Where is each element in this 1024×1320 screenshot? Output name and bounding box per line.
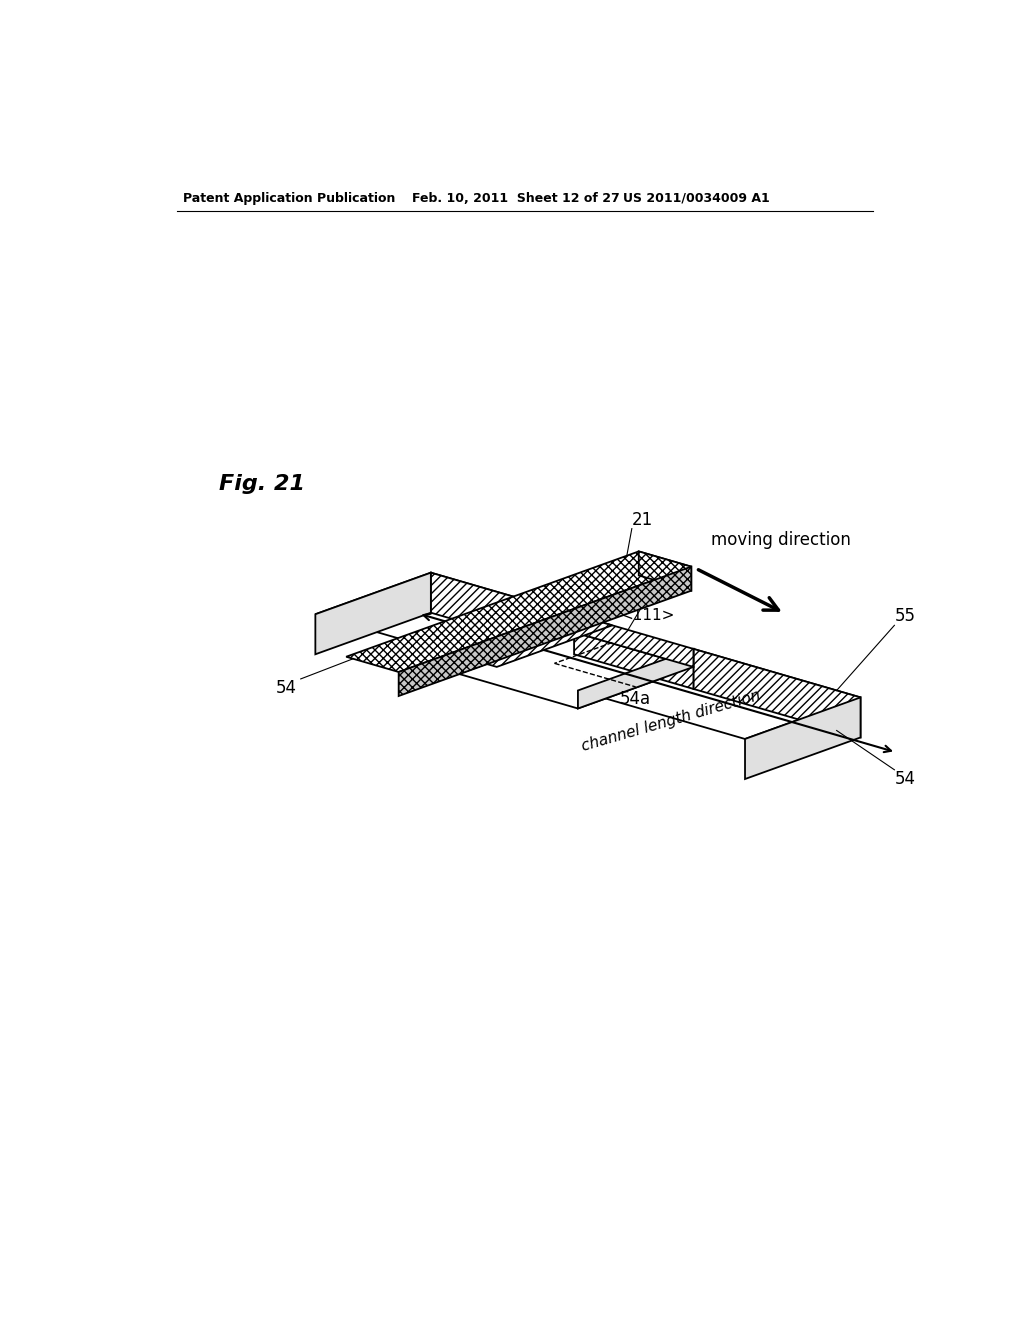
Text: Fig. 21: Fig. 21 [219, 474, 305, 494]
Polygon shape [578, 649, 693, 709]
Text: 55a: 55a [654, 568, 685, 586]
Text: Feb. 10, 2011  Sheet 12 of 27: Feb. 10, 2011 Sheet 12 of 27 [412, 191, 620, 205]
Polygon shape [346, 552, 691, 672]
Polygon shape [459, 632, 693, 709]
Polygon shape [459, 614, 612, 667]
Text: Patent Application Publication: Patent Application Publication [183, 191, 395, 205]
Text: channel length direction: channel length direction [580, 688, 762, 754]
Text: 54a: 54a [620, 690, 651, 708]
Polygon shape [459, 614, 574, 673]
Text: moving direction: moving direction [712, 531, 851, 549]
Polygon shape [745, 697, 860, 779]
Polygon shape [574, 614, 693, 667]
Text: 55: 55 [894, 607, 915, 626]
Text: 54: 54 [894, 770, 915, 788]
Polygon shape [578, 649, 860, 739]
Polygon shape [574, 632, 693, 689]
Polygon shape [315, 573, 431, 655]
Polygon shape [315, 573, 574, 656]
Text: US 2011/0034009 A1: US 2011/0034009 A1 [624, 191, 770, 205]
Text: 21: 21 [632, 511, 653, 528]
Polygon shape [398, 566, 691, 696]
Polygon shape [431, 573, 574, 655]
Polygon shape [693, 649, 860, 738]
Text: 54: 54 [275, 678, 297, 697]
Polygon shape [639, 552, 691, 590]
Text: <111>: <111> [620, 609, 675, 623]
